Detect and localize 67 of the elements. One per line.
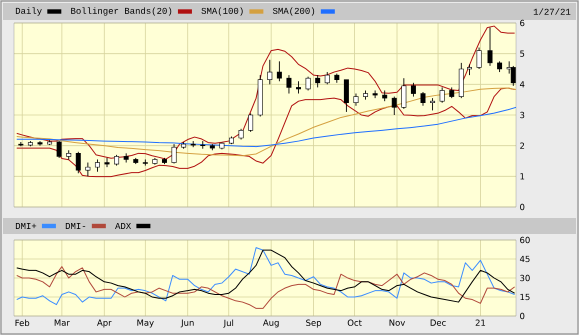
candlestick <box>104 157 110 168</box>
candlestick <box>267 59 272 85</box>
y-tick-label: 6 <box>520 20 524 26</box>
candlestick <box>66 150 72 160</box>
x-tick-label: Jun <box>180 320 194 328</box>
y-tick-label: 3 <box>520 112 524 118</box>
candlestick <box>94 159 100 172</box>
x-tick-label: Mar <box>54 320 70 326</box>
y-tick-label: 0 <box>520 312 524 320</box>
candlestick <box>449 86 454 99</box>
legend-label: Daily <box>16 7 42 16</box>
x-tick-label: Sep <box>306 320 322 328</box>
x-tick-label: Dec <box>430 320 446 326</box>
y-tick-label: 1 <box>520 173 524 180</box>
candlestick <box>497 60 502 73</box>
candlestick <box>85 162 90 177</box>
legend-label: SMA(200) <box>272 7 314 16</box>
candlestick <box>401 78 406 110</box>
legend-label: Bollinger Bands(20) <box>71 7 172 16</box>
candlestick <box>344 79 349 112</box>
y-tick-label: 60 <box>520 236 530 244</box>
candlestick <box>248 113 254 132</box>
text: 1/27/21 <box>534 8 570 15</box>
candlestick <box>420 92 426 106</box>
candlestick <box>382 90 388 102</box>
candlestick <box>76 151 81 174</box>
x-tick-label: Jul <box>223 320 234 328</box>
candlestick <box>114 154 120 166</box>
y-tick-label: 0 <box>520 204 524 210</box>
candlestick <box>476 47 482 70</box>
candlestick <box>306 76 311 91</box>
legend-label: SMA(100) <box>201 7 243 16</box>
candlestick <box>124 152 129 163</box>
candlestick <box>430 98 436 111</box>
x-tick-label: Aug <box>262 320 279 328</box>
x-tick-label: May <box>137 320 154 328</box>
candlestick <box>334 73 340 84</box>
x-tick-label: Feb <box>16 320 30 326</box>
candlestick <box>172 144 177 164</box>
legend-label: ADX <box>115 223 132 229</box>
candlestick <box>488 27 493 66</box>
y-tick-label: 2 <box>520 142 524 149</box>
x-tick-label: Nov <box>390 320 406 326</box>
y-tick-label: 45 <box>520 256 530 262</box>
y-tick-label: 5 <box>520 50 524 57</box>
legend-label: DMI+ <box>16 223 36 229</box>
candlestick <box>410 82 416 98</box>
candlestick <box>56 140 62 158</box>
candlestick <box>238 128 244 140</box>
x-tick-label: Oct <box>348 320 362 326</box>
y-tick-label: 4 <box>520 81 524 88</box>
candlestick <box>510 65 516 86</box>
candlestick <box>286 74 292 94</box>
candlestick <box>296 80 302 94</box>
x-tick-label: Apr <box>97 320 112 328</box>
candlestick <box>353 93 358 106</box>
y-tick-label: 30 <box>520 274 530 282</box>
candlestick <box>315 74 320 88</box>
y-tick-label: 15 <box>520 294 530 300</box>
candlestick <box>276 60 282 82</box>
x-tick-label: 21 <box>476 320 486 326</box>
candlestick <box>363 90 368 100</box>
legend-label: DMI- <box>66 223 86 229</box>
candlestick <box>324 72 330 85</box>
candlestick <box>392 96 397 116</box>
candlestick <box>467 64 472 76</box>
candlestick <box>440 86 445 104</box>
